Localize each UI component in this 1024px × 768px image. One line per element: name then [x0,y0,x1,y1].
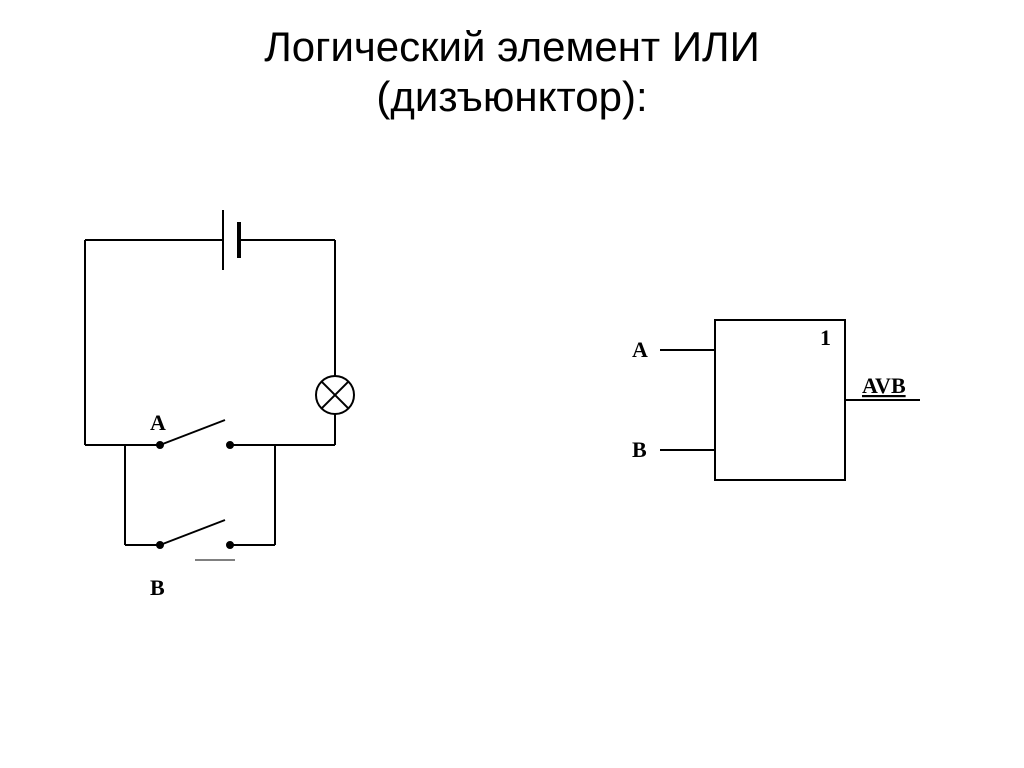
or-circuit [85,210,354,560]
or-gate-symbol [660,320,920,480]
switch-a-label: A [150,410,166,435]
gate-symbol-text: 1 [820,325,831,350]
switch-b-label: B [150,575,165,600]
gate-input-a-label: A [632,337,648,362]
gate-input-b-label: B [632,437,647,462]
gate-output-label: AVB [862,373,906,398]
diagram-canvas: A B 1 A B AVB #circuit{display:none} [0,0,1024,768]
